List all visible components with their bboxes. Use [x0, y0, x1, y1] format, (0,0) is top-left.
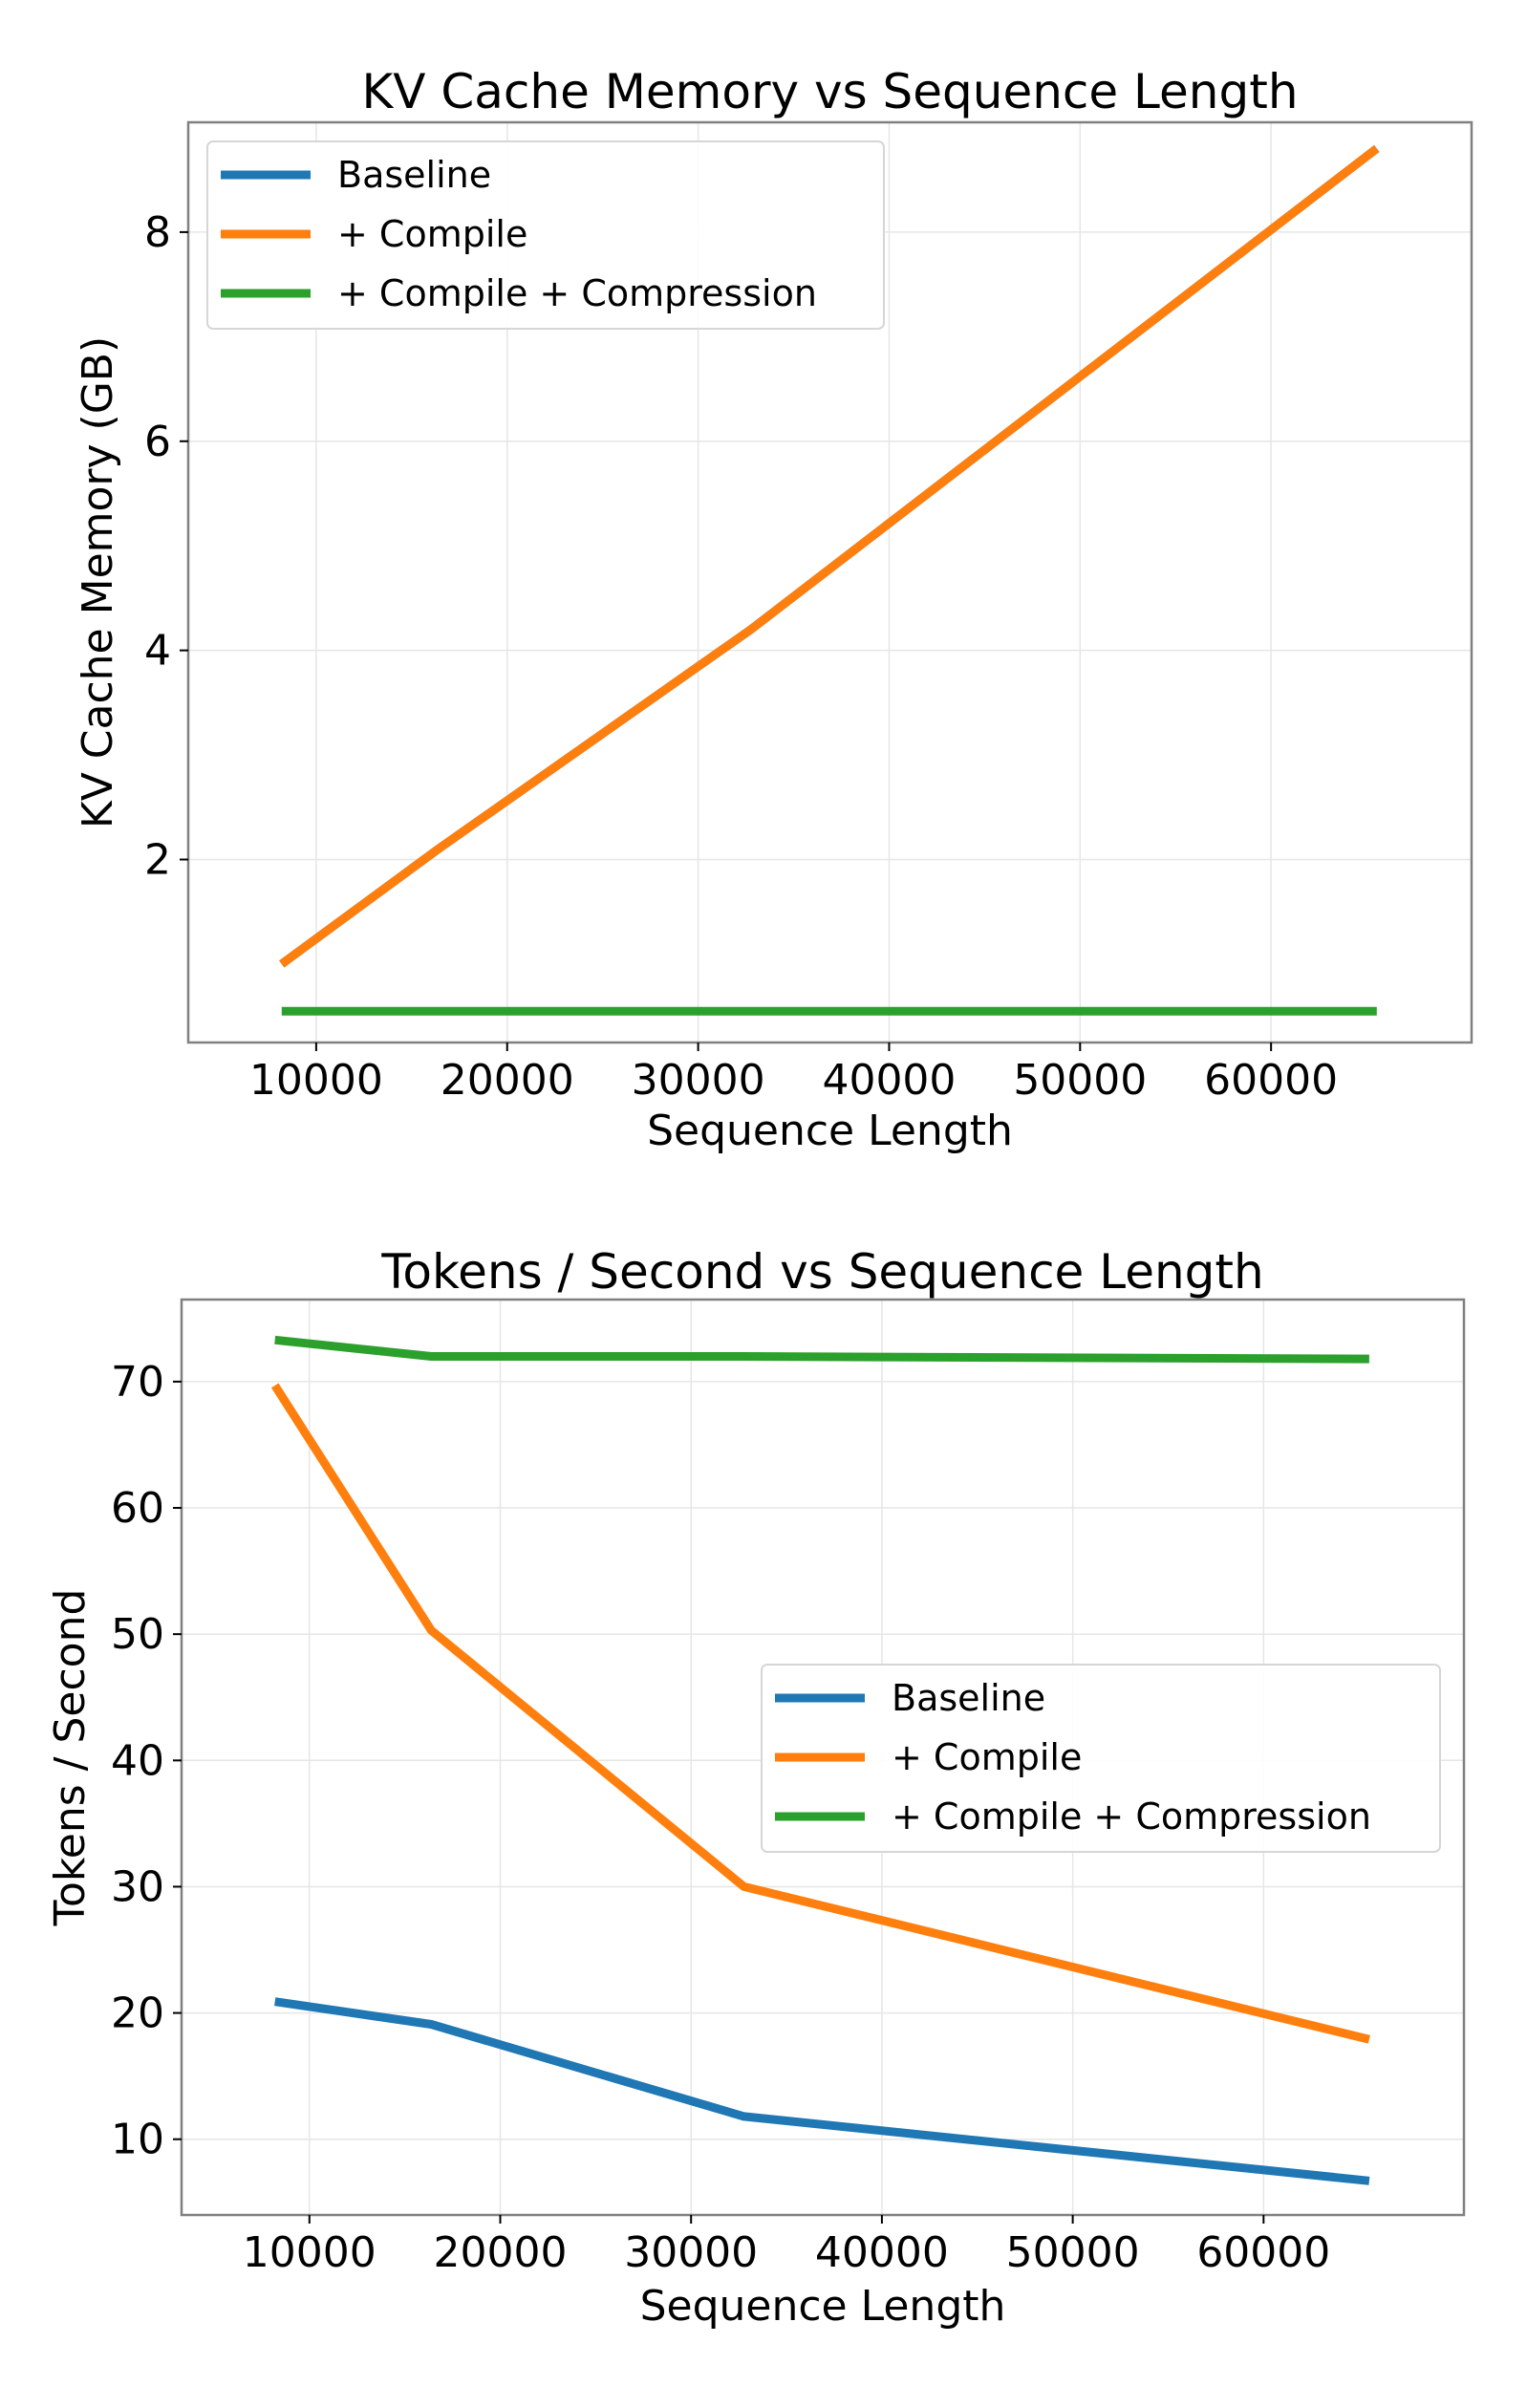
plot-frame	[180, 1298, 1466, 2217]
legend-label: + Compile + Compression	[337, 272, 817, 314]
legend-label: Baseline	[892, 1677, 1045, 1719]
x-tick-label: 60000	[1204, 1056, 1338, 1105]
legend-box	[761, 1664, 1441, 1853]
x-axis-label: Sequence Length	[640, 2282, 1006, 2331]
x-tick-label: 30000	[632, 1056, 765, 1105]
y-tick-label: 20	[111, 1989, 164, 2038]
y-axis-label: Tokens / Second	[46, 1589, 95, 1927]
x-axis-label: Sequence Length	[647, 1107, 1013, 1155]
chart-title: KV Cache Memory vs Sequence Length	[361, 64, 1298, 119]
y-tick-label: 70	[111, 1358, 164, 1407]
legend-box	[206, 140, 885, 330]
legend-label: + Compile	[892, 1736, 1082, 1778]
series-line-2	[270, 1383, 1370, 2044]
legend: Baseline + Compile + Compile + Compression	[206, 140, 885, 330]
legend-label: + Compile + Compression	[892, 1795, 1371, 1838]
y-tick-label: 50	[111, 1610, 164, 1659]
y-tick-label: 2	[144, 835, 171, 884]
plot-frame	[186, 120, 1473, 1044]
x-tick-label: 60000	[1196, 2228, 1330, 2277]
y-tick-label: 60	[111, 1484, 164, 1533]
x-tick-label: 40000	[815, 2228, 949, 2277]
legend-label: Baseline	[337, 154, 491, 196]
y-axis-label: KV Cache Memory (GB)	[74, 336, 122, 828]
y-tick-label: 4	[144, 627, 171, 676]
y-tick-label: 30	[111, 1862, 164, 1911]
y-tick-label: 8	[144, 208, 171, 257]
x-tick-label: 20000	[441, 1056, 574, 1105]
x-tick-label: 10000	[249, 1056, 383, 1105]
chart-kv-cache-memory: 10000 20000 30000 40000 50000 60000 2 4 6 8 KV Ca…	[74, 64, 1473, 1155]
legend: Baseline + Compile + Compile + Compression	[761, 1664, 1441, 1853]
x-tick-label: 20000	[434, 2228, 568, 2277]
series-line-2	[279, 144, 1380, 968]
legend-label: + Compile	[337, 213, 527, 255]
y-tick-label: 6	[144, 418, 171, 466]
chart-title: Tokens / Second vs Sequence Length	[380, 1244, 1263, 1300]
x-tick-label: 10000	[243, 2228, 376, 2277]
y-tick-label: 10	[111, 2116, 164, 2164]
x-tick-label: 50000	[1006, 2228, 1140, 2277]
y-tick-label: 40	[111, 1736, 164, 1785]
series-line-1	[274, 1997, 1370, 2185]
x-tick-label: 50000	[1013, 1056, 1147, 1105]
chart-tokens-per-second: 10000 20000 30000 40000 50000 60000 10 20 30 40 50…	[46, 1244, 1466, 2331]
x-tick-label: 30000	[624, 2228, 758, 2277]
x-tick-label: 40000	[822, 1056, 956, 1105]
series-line-3	[274, 1335, 1369, 1364]
